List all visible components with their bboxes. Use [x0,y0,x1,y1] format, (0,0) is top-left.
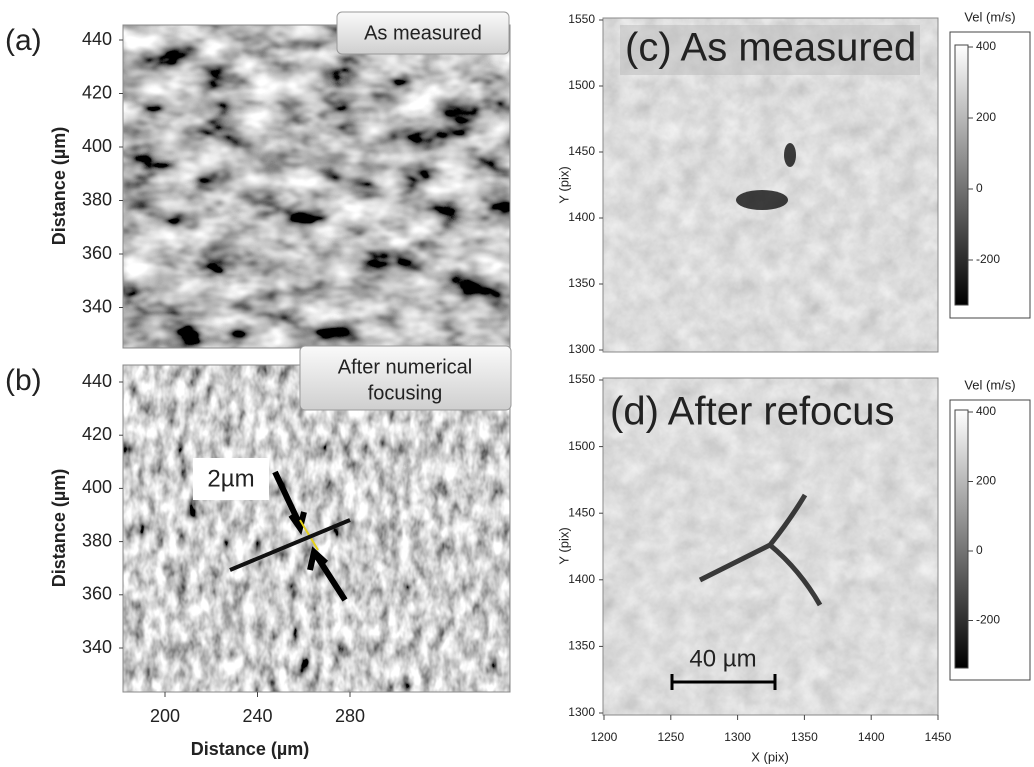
scale-bar [670,674,777,690]
y-axis-label: Distance (µm) [49,127,69,245]
y-tick-label: 420 [82,424,112,444]
x-tick-label: 200 [150,706,180,726]
x-tick-label: 1200 [591,730,618,744]
colorbar-tick-label: -200 [976,252,1000,266]
x-tick-label: 240 [242,706,272,726]
x-axis-label: X (pix) [751,749,789,764]
colorbar-label: Vel (m/s) [964,377,1015,392]
panel-title: (c) As measured [625,26,916,70]
x-tick-label: 1350 [791,730,818,744]
y-tick-label: 380 [82,189,112,209]
y-tick-label: 340 [82,637,112,657]
x-tick-label: 1400 [858,730,885,744]
colorbar-label: Vel (m/s) [964,9,1015,24]
feature [229,518,351,572]
y-tick-label: 400 [82,136,112,156]
y-axis-label: Y (pix) [556,527,571,564]
colorbar-tick-label: 200 [976,474,996,488]
crack-c [736,143,796,210]
y-tick-label: 340 [82,296,112,316]
y-tick-label: 440 [82,371,112,391]
scale-bar-label: 40 µm [689,645,756,672]
colorbar-tick-label: 0 [976,181,983,195]
image-b [123,365,510,692]
x-axis-label: Distance (µm) [191,739,309,759]
crack-d [698,493,823,607]
annotation-box [193,458,269,500]
panel-label: (b) [5,364,42,397]
y-tick-label: 1300 [568,705,595,719]
y-tick-label: 400 [82,477,112,497]
y-tick-label: 440 [82,29,112,49]
colorbar [954,409,969,669]
title-bg [620,25,920,75]
y-tick-label: 1350 [568,276,595,290]
y-tick-label: 360 [82,584,112,604]
y-tick-label: 380 [82,530,112,550]
caption: focusing [368,382,443,404]
x-tick-label: 280 [335,706,365,726]
y-tick-label: 1450 [568,144,595,158]
caption: As measured [364,22,482,44]
y-tick-label: 1300 [568,342,595,356]
y-tick-label: 420 [82,82,112,102]
panel-label: (a) [5,24,42,57]
y-tick-label: 360 [82,243,112,263]
colorbar-tick-label: 0 [976,543,983,557]
y-tick-label: 1400 [568,572,595,586]
colorbar-tick-label: 400 [976,39,996,53]
x-tick-label: 1250 [657,730,684,744]
annotation: 2µm [207,465,254,492]
y-axis-label: Y (pix) [556,166,571,203]
caption-box [299,345,512,411]
y-tick-label: 1550 [568,12,595,26]
y-tick-label: 1500 [568,439,595,453]
y-tick-label: 1550 [568,372,595,386]
colorbar-tick-label: -200 [976,613,1000,627]
colorbar-tick-label: 400 [976,404,996,418]
y-tick-label: 1450 [568,505,595,519]
panel-title: (d) After refocus [610,390,895,434]
y-tick-label: 1400 [568,210,595,224]
caption-box [336,11,510,55]
colorbar [954,44,969,306]
colorbar-tick-label: 200 [976,110,996,124]
arrows [272,470,348,602]
caption: After numerical [338,356,473,378]
x-tick-label: 1300 [724,730,751,744]
x-tick-label: 1450 [925,730,952,744]
image-a [123,25,510,348]
y-tick-label: 1500 [568,78,595,92]
y-axis-label: Distance (µm) [49,469,69,587]
y-tick-label: 1350 [568,639,595,653]
